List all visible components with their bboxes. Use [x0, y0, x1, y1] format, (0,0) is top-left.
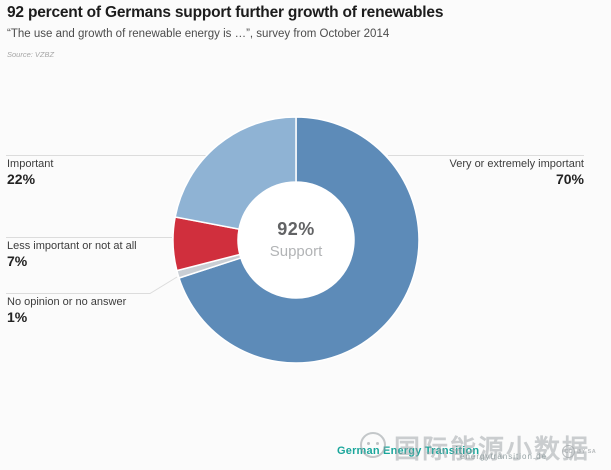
watermark-panda-eye-icon [367, 442, 370, 445]
callout-no-opinion: No opinion or no answer 1% [7, 296, 126, 324]
callout-no-opinion-label: No opinion or no answer [7, 296, 127, 308]
callout-important-label: Important [7, 158, 54, 170]
brand-url: energytransition.de [460, 452, 548, 461]
source-note: Source: VZBZ [7, 50, 55, 59]
cc-license-text: BY SA [577, 448, 597, 455]
donut-slices [172, 116, 420, 364]
cc-license-badge: CC BY SA [562, 445, 596, 458]
donut-hole [238, 182, 354, 298]
callout-important: Important 22% [7, 158, 53, 186]
donut-center-label: Support [269, 243, 323, 260]
watermark-text: 国际能源小数据 [394, 434, 591, 464]
callout-important-value: 22% [7, 171, 36, 187]
callout-no-opinion-value: 1% [7, 309, 28, 325]
watermark-panda-eye-icon [376, 442, 379, 445]
chart-subtitle: “The use and growth of renewable energy … [7, 28, 390, 40]
callout-very-important-label: Very or extremely important [449, 158, 585, 170]
callout-very-important-value: 70% [555, 171, 584, 187]
donut-center: 92% Support [236, 219, 356, 260]
callout-less-important: Less important or not at all 7% [7, 240, 137, 268]
callout-less-important-value: 7% [7, 253, 28, 269]
leader-lines [6, 155, 584, 294]
cc-icon: CC [562, 445, 575, 458]
leader-line-no-opinion [6, 276, 178, 294]
page-title: 92 percent of Germans support further gr… [7, 4, 444, 21]
callout-very-important: Very or extremely important 70% [450, 158, 585, 186]
donut-center-value: 92% [277, 219, 315, 239]
watermark-panda-icon [360, 432, 386, 458]
callout-less-important-label: Less important or not at all [7, 240, 137, 252]
